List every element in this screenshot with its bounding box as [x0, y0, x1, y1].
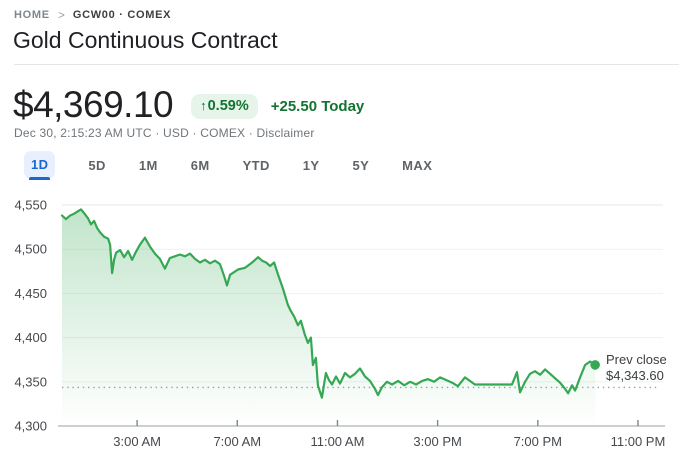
breadcrumb: HOME > GCW00 · COMEX: [14, 8, 171, 22]
tab-label: 1D: [31, 157, 49, 172]
quote-meta-line: Dec 30, 2:15:23 AM UTC · USD · COMEX · D…: [14, 126, 315, 140]
x-axis-label: 7:00 AM: [213, 434, 261, 449]
area-fill: [62, 209, 596, 426]
tab-5y[interactable]: 5Y: [352, 158, 369, 173]
x-axis-label: 11:00 AM: [310, 434, 364, 449]
percent-change-value: 0.59%: [207, 98, 249, 114]
percent-change-badge: ↑0.59%: [191, 94, 258, 119]
tab-label: YTD: [242, 157, 270, 173]
tab-label: 1M: [138, 157, 158, 173]
prev-close-value: $4,343.60: [606, 368, 664, 383]
price-row: $4,369.10 ↑0.59% +25.50 Today: [13, 84, 364, 126]
tab-label: 5Y: [352, 157, 370, 173]
tab-label: 1Y: [302, 157, 320, 173]
y-axis-label: 4,300: [14, 419, 47, 434]
x-axis-label: 11:00 PM: [611, 434, 666, 449]
disclaimer-link[interactable]: Disclaimer: [256, 126, 315, 140]
chart-area: 4,550 4,500 4,450 4,400 4,350 4,300 3:00 AM 7:0…: [0, 190, 692, 462]
x-axis-label: 7:00 PM: [514, 434, 562, 449]
page-title: Gold Continuous Contract: [13, 27, 278, 53]
tab-ytd[interactable]: YTD: [243, 158, 270, 173]
breadcrumb-symbol: GCW00 · COMEX: [72, 9, 172, 21]
tab-1y[interactable]: 1Y: [303, 158, 320, 173]
chevron-right-icon: >: [57, 8, 65, 22]
tab-label: 6M: [190, 157, 210, 173]
tab-label: 5D: [88, 157, 106, 173]
y-axis-label: 4,550: [14, 198, 47, 213]
tab-5d[interactable]: 5D: [88, 158, 105, 173]
y-axis-label: 4,500: [14, 242, 47, 257]
prev-close-label: Prev close $4,343.60: [606, 352, 667, 384]
prev-close-text: Prev close: [606, 352, 667, 367]
active-tab-underline: [29, 177, 51, 180]
price-line: [60, 208, 597, 399]
arrow-up-icon: ↑: [200, 98, 207, 113]
breadcrumb-home-link[interactable]: HOME: [14, 9, 50, 21]
header-divider: [14, 64, 679, 65]
tab-1m[interactable]: 1M: [139, 158, 158, 173]
tab-1d[interactable]: 1D: [24, 151, 56, 180]
last-price-dot: [590, 360, 600, 370]
x-axis-label: 3:00 AM: [113, 434, 161, 449]
current-price: $4,369.10: [13, 84, 174, 125]
quote-timestamp: Dec 30, 2:15:23 AM UTC · USD · COMEX ·: [14, 126, 257, 140]
price-chart[interactable]: 4,550 4,500 4,450 4,400 4,350 4,300 3:00 AM 7:0…: [0, 190, 692, 462]
x-axis-label: 3:00 PM: [413, 434, 461, 449]
y-axis-label: 4,450: [14, 286, 47, 301]
tab-6m[interactable]: 6M: [191, 158, 210, 173]
absolute-change-today: +25.50 Today: [270, 98, 365, 115]
time-range-tabs: 1D 5D 1M 6M YTD 1Y 5Y MAX: [24, 151, 432, 180]
tab-label: MAX: [402, 157, 433, 173]
y-axis-label: 4,400: [14, 330, 47, 345]
y-axis-label: 4,350: [14, 374, 47, 389]
tab-max[interactable]: MAX: [402, 158, 432, 173]
